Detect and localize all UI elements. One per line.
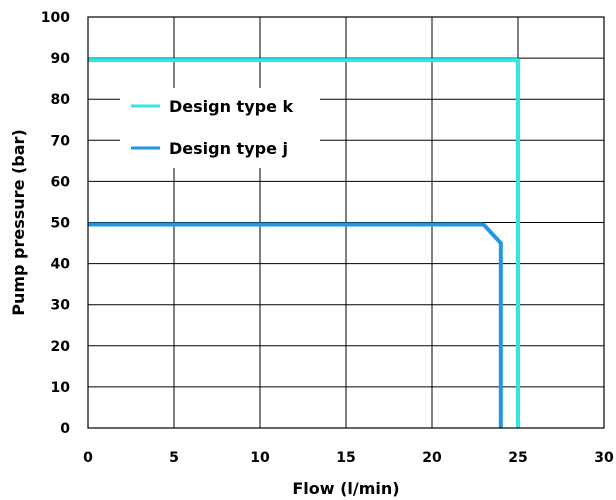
y-tick-label: 20 <box>51 339 71 355</box>
y-tick-labels: 0 10 20 30 40 50 60 70 80 90 100 <box>41 10 70 437</box>
y-tick-label: 30 <box>51 298 71 314</box>
x-axis-title: Flow (l/min) <box>292 479 399 498</box>
legend-label-design-type-j: Design type j <box>169 139 288 158</box>
x-tick-label: 10 <box>250 450 270 466</box>
y-tick-label: 0 <box>60 421 70 437</box>
y-tick-label: 100 <box>41 10 70 26</box>
series-line-design-type-k <box>88 58 520 428</box>
y-tick-label: 10 <box>51 380 71 396</box>
legend: Design type k Design type j <box>120 88 320 168</box>
x-tick-label: 20 <box>422 450 442 466</box>
series-layer <box>88 58 520 428</box>
y-tick-label: 70 <box>51 133 71 149</box>
y-tick-label: 90 <box>51 51 71 67</box>
series-line-design-type-j <box>88 222 503 428</box>
grid <box>87 16 605 429</box>
x-tick-label: 30 <box>594 450 614 466</box>
x-tick-label: 25 <box>508 450 527 466</box>
y-axis-title: Pump pressure (bar) <box>9 129 28 316</box>
legend-label-design-type-k: Design type k <box>169 97 294 116</box>
x-tick-labels: 0 5 10 15 20 25 30 <box>83 450 614 466</box>
x-tick-label: 0 <box>83 450 93 466</box>
y-tick-label: 60 <box>51 174 71 190</box>
legend-background <box>120 88 320 168</box>
x-tick-label: 5 <box>169 450 179 466</box>
y-tick-label: 80 <box>51 92 71 108</box>
x-tick-label: 15 <box>336 450 355 466</box>
y-tick-label: 40 <box>51 257 71 273</box>
plot-frame <box>87 16 605 429</box>
y-tick-label: 50 <box>51 216 71 232</box>
